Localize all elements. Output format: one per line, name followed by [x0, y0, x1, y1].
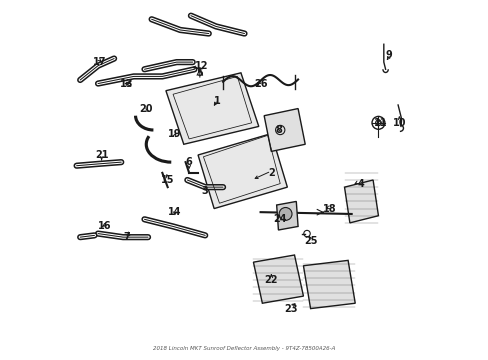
Polygon shape: [303, 260, 354, 309]
Text: 26: 26: [253, 78, 267, 89]
Text: 24: 24: [273, 214, 286, 224]
Text: 8: 8: [274, 125, 281, 135]
Polygon shape: [344, 180, 378, 223]
Text: 7: 7: [123, 232, 130, 242]
Text: 17: 17: [93, 57, 106, 67]
Text: 2: 2: [267, 168, 274, 178]
Text: 6: 6: [185, 157, 192, 167]
Polygon shape: [264, 109, 305, 152]
Text: 20: 20: [139, 104, 153, 113]
Text: 22: 22: [264, 275, 278, 285]
Text: 11: 11: [373, 118, 386, 128]
Text: 3: 3: [202, 186, 208, 196]
Polygon shape: [253, 255, 303, 303]
Text: 19: 19: [168, 129, 181, 139]
Text: 10: 10: [392, 118, 406, 128]
Text: 15: 15: [161, 175, 174, 185]
Text: 18: 18: [323, 203, 336, 213]
Text: 9: 9: [385, 50, 392, 60]
Text: 5: 5: [196, 68, 203, 78]
Text: 16: 16: [98, 221, 112, 231]
Text: 25: 25: [303, 236, 317, 246]
Polygon shape: [198, 134, 287, 208]
Text: 4: 4: [357, 179, 363, 189]
Text: 13: 13: [120, 78, 133, 89]
Polygon shape: [276, 202, 298, 230]
Text: 21: 21: [95, 150, 108, 160]
Text: 23: 23: [284, 303, 297, 314]
Text: 1: 1: [214, 96, 221, 107]
Polygon shape: [165, 73, 258, 144]
Text: 2018 Lincoln MKT Sunroof Deflector Assembly - 9T4Z-78500A26-A: 2018 Lincoln MKT Sunroof Deflector Assem…: [153, 346, 335, 351]
Circle shape: [279, 207, 291, 220]
Text: 12: 12: [195, 61, 208, 71]
Text: 14: 14: [168, 207, 181, 217]
